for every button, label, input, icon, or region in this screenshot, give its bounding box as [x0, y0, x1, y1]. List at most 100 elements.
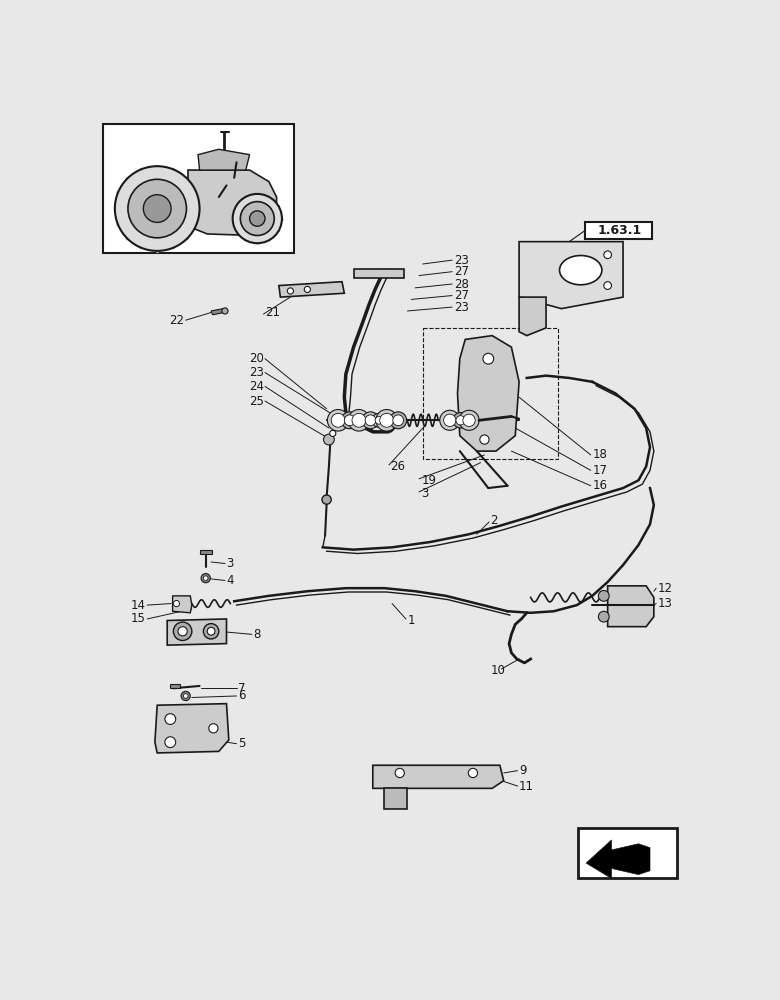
Circle shape: [598, 590, 609, 601]
Text: 17: 17: [592, 464, 608, 477]
Ellipse shape: [559, 256, 602, 285]
Circle shape: [201, 574, 211, 583]
Text: 5: 5: [238, 737, 246, 750]
Circle shape: [165, 737, 176, 748]
Text: 10: 10: [491, 664, 505, 677]
Text: 23: 23: [454, 254, 469, 267]
Text: 3: 3: [421, 487, 429, 500]
Bar: [200, 550, 212, 554]
Circle shape: [204, 624, 219, 639]
Polygon shape: [586, 840, 650, 878]
Text: 13: 13: [658, 597, 672, 610]
Circle shape: [322, 495, 332, 504]
Polygon shape: [373, 765, 504, 788]
Text: 7: 7: [238, 682, 246, 695]
Text: 18: 18: [592, 448, 607, 461]
Circle shape: [390, 412, 406, 429]
Text: 24: 24: [250, 380, 264, 393]
Polygon shape: [519, 242, 623, 309]
Circle shape: [480, 435, 489, 444]
Circle shape: [456, 416, 465, 425]
Text: 27: 27: [454, 265, 469, 278]
Text: 19: 19: [421, 474, 436, 487]
Circle shape: [115, 166, 200, 251]
Circle shape: [444, 414, 456, 426]
Text: 14: 14: [131, 599, 146, 612]
Text: 11: 11: [519, 780, 534, 793]
Bar: [103, 124, 294, 253]
Text: 22: 22: [169, 314, 184, 327]
Polygon shape: [188, 170, 277, 235]
Circle shape: [324, 434, 335, 445]
Bar: [170, 684, 179, 688]
Polygon shape: [172, 596, 192, 613]
Polygon shape: [198, 149, 250, 170]
Circle shape: [468, 768, 477, 778]
Circle shape: [240, 202, 275, 235]
Circle shape: [352, 413, 366, 427]
Polygon shape: [167, 619, 226, 645]
Polygon shape: [211, 309, 224, 315]
Polygon shape: [608, 586, 654, 627]
Circle shape: [380, 413, 394, 427]
Circle shape: [165, 714, 176, 724]
Text: 20: 20: [250, 352, 264, 365]
Circle shape: [287, 288, 293, 294]
Text: 12: 12: [658, 582, 672, 595]
Circle shape: [483, 353, 494, 364]
Circle shape: [348, 410, 370, 431]
Text: 3: 3: [226, 557, 234, 570]
Circle shape: [222, 308, 228, 314]
Circle shape: [250, 211, 265, 226]
Text: 6: 6: [238, 689, 246, 702]
Circle shape: [330, 430, 336, 436]
Circle shape: [604, 251, 612, 259]
Text: 16: 16: [592, 479, 608, 492]
Circle shape: [128, 179, 186, 238]
Text: 21: 21: [265, 306, 280, 319]
Circle shape: [173, 600, 179, 607]
Text: 23: 23: [454, 301, 469, 314]
Text: 23: 23: [250, 366, 264, 379]
Bar: [579, 828, 677, 878]
Text: 2: 2: [491, 514, 498, 527]
Bar: [423, 328, 558, 459]
Circle shape: [341, 412, 358, 429]
Circle shape: [375, 416, 383, 424]
Circle shape: [232, 194, 282, 243]
Circle shape: [183, 694, 188, 698]
Circle shape: [173, 622, 192, 641]
Circle shape: [328, 410, 349, 431]
Text: 1: 1: [407, 614, 415, 627]
Circle shape: [376, 410, 398, 431]
Circle shape: [365, 415, 376, 426]
Circle shape: [178, 627, 187, 636]
Circle shape: [181, 691, 190, 701]
Text: 15: 15: [131, 612, 146, 625]
Text: 28: 28: [454, 278, 469, 291]
Circle shape: [453, 413, 468, 428]
Circle shape: [362, 412, 379, 429]
Text: 4: 4: [226, 574, 234, 587]
Circle shape: [463, 414, 475, 426]
Polygon shape: [385, 788, 407, 809]
Circle shape: [459, 410, 479, 430]
Text: 1.63.1: 1.63.1: [597, 224, 641, 237]
Circle shape: [332, 413, 345, 427]
Circle shape: [207, 627, 215, 635]
Polygon shape: [353, 269, 403, 278]
Polygon shape: [279, 282, 344, 297]
Circle shape: [344, 415, 355, 426]
Circle shape: [304, 286, 310, 292]
Circle shape: [144, 195, 171, 222]
Circle shape: [209, 724, 218, 733]
Circle shape: [372, 413, 386, 427]
Bar: [584, 222, 652, 239]
Text: 26: 26: [391, 460, 406, 473]
Text: 27: 27: [454, 289, 469, 302]
Circle shape: [598, 611, 609, 622]
Circle shape: [395, 768, 404, 778]
Circle shape: [204, 576, 208, 580]
Text: 8: 8: [254, 628, 261, 641]
Circle shape: [440, 410, 459, 430]
